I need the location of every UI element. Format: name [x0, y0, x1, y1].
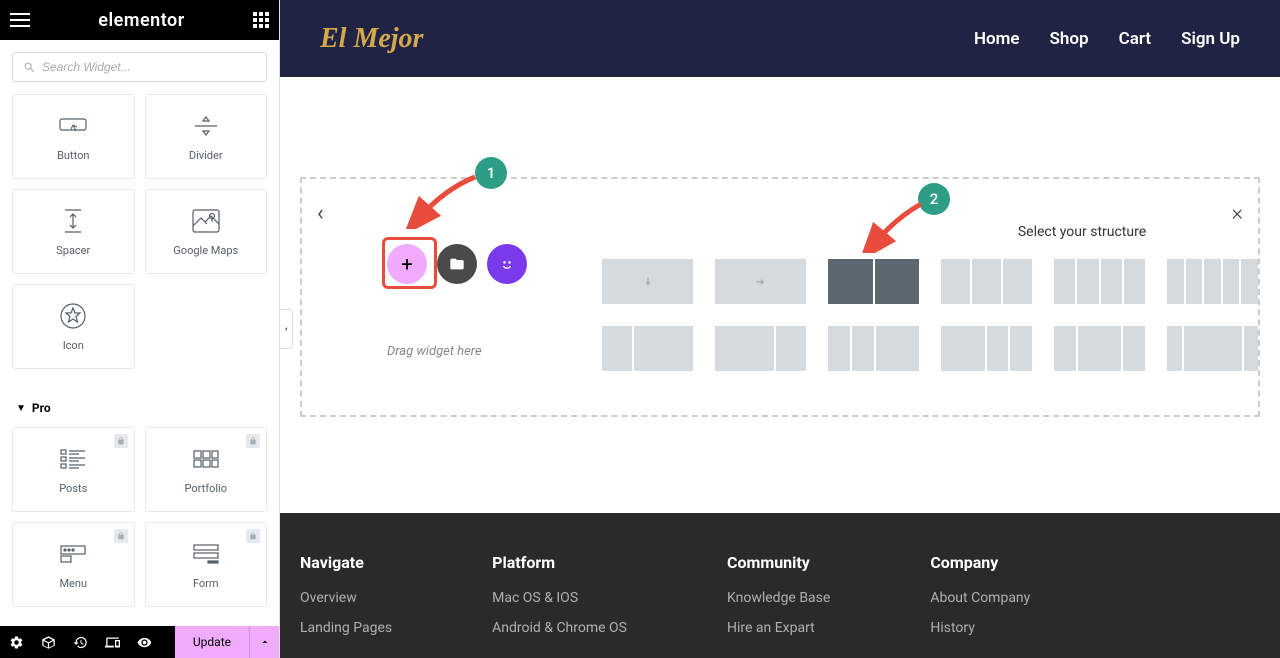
widgets-panel: Button Divider Spacer Google Maps Icon	[0, 94, 279, 626]
close-icon[interactable]: ×	[1231, 201, 1243, 226]
structure-16-66-16[interactable]	[1167, 326, 1258, 371]
apps-grid-icon[interactable]	[253, 12, 269, 28]
footer-col-platform: Platform Mac OS & IOS Android & Chrome O…	[492, 553, 627, 650]
template-library-button[interactable]	[437, 244, 477, 284]
nav-signup[interactable]: Sign Up	[1181, 29, 1240, 49]
widget-form[interactable]: Form	[145, 522, 268, 607]
drag-widget-hint: Drag widget here	[387, 344, 482, 359]
elementor-sidebar: elementor Button Divider	[0, 0, 280, 658]
footer-link[interactable]: Hire an Expart	[727, 620, 830, 636]
lock-icon	[246, 529, 260, 543]
site-nav: Home Shop Cart Sign Up	[974, 29, 1240, 49]
responsive-button[interactable]	[96, 626, 128, 658]
brand-label: elementor	[98, 10, 184, 31]
update-options-button[interactable]	[249, 626, 279, 658]
preview-button[interactable]	[128, 626, 160, 658]
structure-2col[interactable]	[828, 259, 919, 304]
widget-menu[interactable]: Menu	[12, 522, 135, 607]
structure-title: Select your structure	[862, 224, 1280, 240]
footer-link[interactable]: Mac OS & IOS	[492, 590, 627, 606]
lock-icon	[114, 434, 128, 448]
structure-5col[interactable]	[1167, 259, 1258, 304]
footer-col-navigate: Navigate Overview Landing Pages	[300, 553, 392, 650]
search-icon	[23, 61, 36, 74]
structure-1col-down[interactable]	[602, 259, 693, 304]
footer-link[interactable]: About Company	[930, 590, 1030, 606]
update-button[interactable]: Update	[175, 626, 249, 658]
widget-portfolio[interactable]: Portfolio	[145, 427, 268, 512]
history-button[interactable]	[64, 626, 96, 658]
structure-grid	[602, 259, 1258, 371]
nav-cart[interactable]: Cart	[1119, 29, 1152, 49]
search-input[interactable]	[42, 60, 256, 74]
footer-link[interactable]: Android & Chrome OS	[492, 620, 627, 636]
widget-button[interactable]: Button	[12, 94, 135, 179]
widget-google-maps[interactable]: Google Maps	[145, 189, 268, 274]
search-widget-box[interactable]	[12, 52, 267, 82]
sidebar-header: elementor	[0, 0, 279, 40]
widget-posts[interactable]: Posts	[12, 427, 135, 512]
widget-icon[interactable]: Icon	[12, 284, 135, 369]
collapse-sidebar-handle[interactable]	[280, 309, 293, 349]
settings-button[interactable]	[0, 626, 32, 658]
footer-link[interactable]: History	[930, 620, 1030, 636]
nav-home[interactable]: Home	[974, 29, 1020, 49]
widget-spacer[interactable]: Spacer	[12, 189, 135, 274]
structure-66-33[interactable]	[715, 326, 806, 371]
hamburger-icon[interactable]	[10, 13, 30, 27]
structure-4col[interactable]	[1054, 259, 1145, 304]
nav-shop[interactable]: Shop	[1050, 29, 1089, 49]
lock-icon	[114, 529, 128, 543]
site-header: El Mejor Home Shop Cart Sign Up	[280, 0, 1280, 77]
lock-icon	[246, 434, 260, 448]
footer-link[interactable]: Landing Pages	[300, 620, 392, 636]
structure-33-66[interactable]	[602, 326, 693, 371]
add-section-button[interactable]: +	[387, 244, 427, 284]
footer-link[interactable]: Knowledge Base	[727, 590, 830, 606]
ai-button[interactable]	[487, 244, 527, 284]
structure-25-25-50[interactable]	[828, 326, 919, 371]
structure-50-25-25[interactable]	[941, 326, 1032, 371]
structure-25-50-25[interactable]	[1054, 326, 1145, 371]
structure-1col-right[interactable]	[715, 259, 806, 304]
widget-divider[interactable]: Divider	[145, 94, 268, 179]
footer-col-community: Community Knowledge Base Hire an Expart	[727, 553, 830, 650]
site-footer: Navigate Overview Landing Pages Platform…	[280, 513, 1280, 658]
footer-link[interactable]: Overview	[300, 590, 392, 606]
structure-3col[interactable]	[941, 259, 1032, 304]
sidebar-footer: Update	[0, 626, 279, 658]
pro-section-header[interactable]: ▼ Pro	[12, 389, 267, 427]
new-section-area: ‹ × + Drag widget here Select your struc…	[300, 177, 1260, 417]
footer-col-company: Company About Company History	[930, 553, 1030, 650]
navigator-button[interactable]	[32, 626, 64, 658]
back-arrow-icon[interactable]: ‹	[317, 201, 324, 226]
caret-down-icon: ▼	[16, 403, 26, 414]
site-logo: El Mejor	[320, 23, 423, 55]
